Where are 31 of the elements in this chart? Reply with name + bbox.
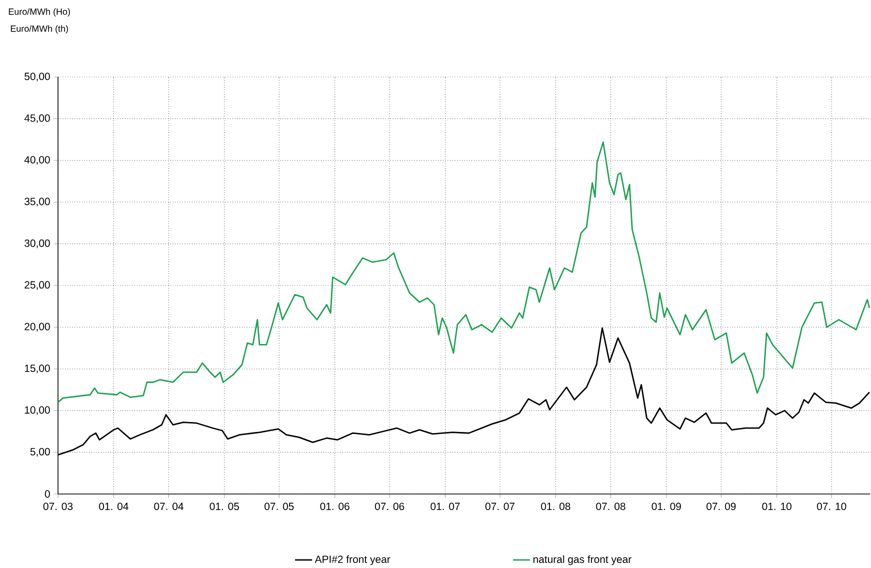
x-tick-label: 01. 10 xyxy=(762,502,792,510)
x-tick-label: 07. 03 xyxy=(43,502,73,510)
y-tick-label: 15,00 xyxy=(24,364,50,374)
x-tick-label: 07. 08 xyxy=(596,502,626,510)
y-tick-label: 35,00 xyxy=(24,198,50,206)
y-tick-label: 40,00 xyxy=(24,156,50,165)
y-tick-label: 0 xyxy=(44,490,50,498)
text: Euro/MWh (th) xyxy=(10,25,68,34)
x-tick-label: 07. 09 xyxy=(706,502,736,510)
y-tick-label: 45,00 xyxy=(24,114,50,124)
x-tick-label: 07. 04 xyxy=(154,502,184,510)
y-tick-label: 20,00 xyxy=(24,322,50,332)
x-tick-label: 07. 10 xyxy=(816,502,846,510)
x-tick-label: 01. 05 xyxy=(210,502,239,510)
x-tick-label: 07. 06 xyxy=(374,502,404,510)
x-tick-label: 01. 06 xyxy=(320,502,350,510)
y-tick-label: 10,00 xyxy=(24,406,50,415)
x-tick-label: 01. 08 xyxy=(541,502,570,510)
legend-label: natural gas front year xyxy=(533,555,632,566)
y-tick-label: 5,00 xyxy=(30,448,50,457)
x-tick-label: 01. 09 xyxy=(652,502,681,510)
x-tick-label: 01. 04 xyxy=(99,502,128,510)
y-tick-label: 50,00 xyxy=(24,72,50,82)
y-tick-label: 30,00 xyxy=(24,239,50,248)
y-tick-label: 25,00 xyxy=(24,281,50,290)
legend-label: API#2 front year xyxy=(314,555,390,566)
line-series xyxy=(58,141,870,403)
text: Euro/MWh (Ho) xyxy=(8,8,70,17)
x-tick-label: 01. 07 xyxy=(430,502,460,510)
x-tick-label: 07. 05 xyxy=(264,502,294,510)
x-tick-label: 07. 07 xyxy=(485,502,514,510)
